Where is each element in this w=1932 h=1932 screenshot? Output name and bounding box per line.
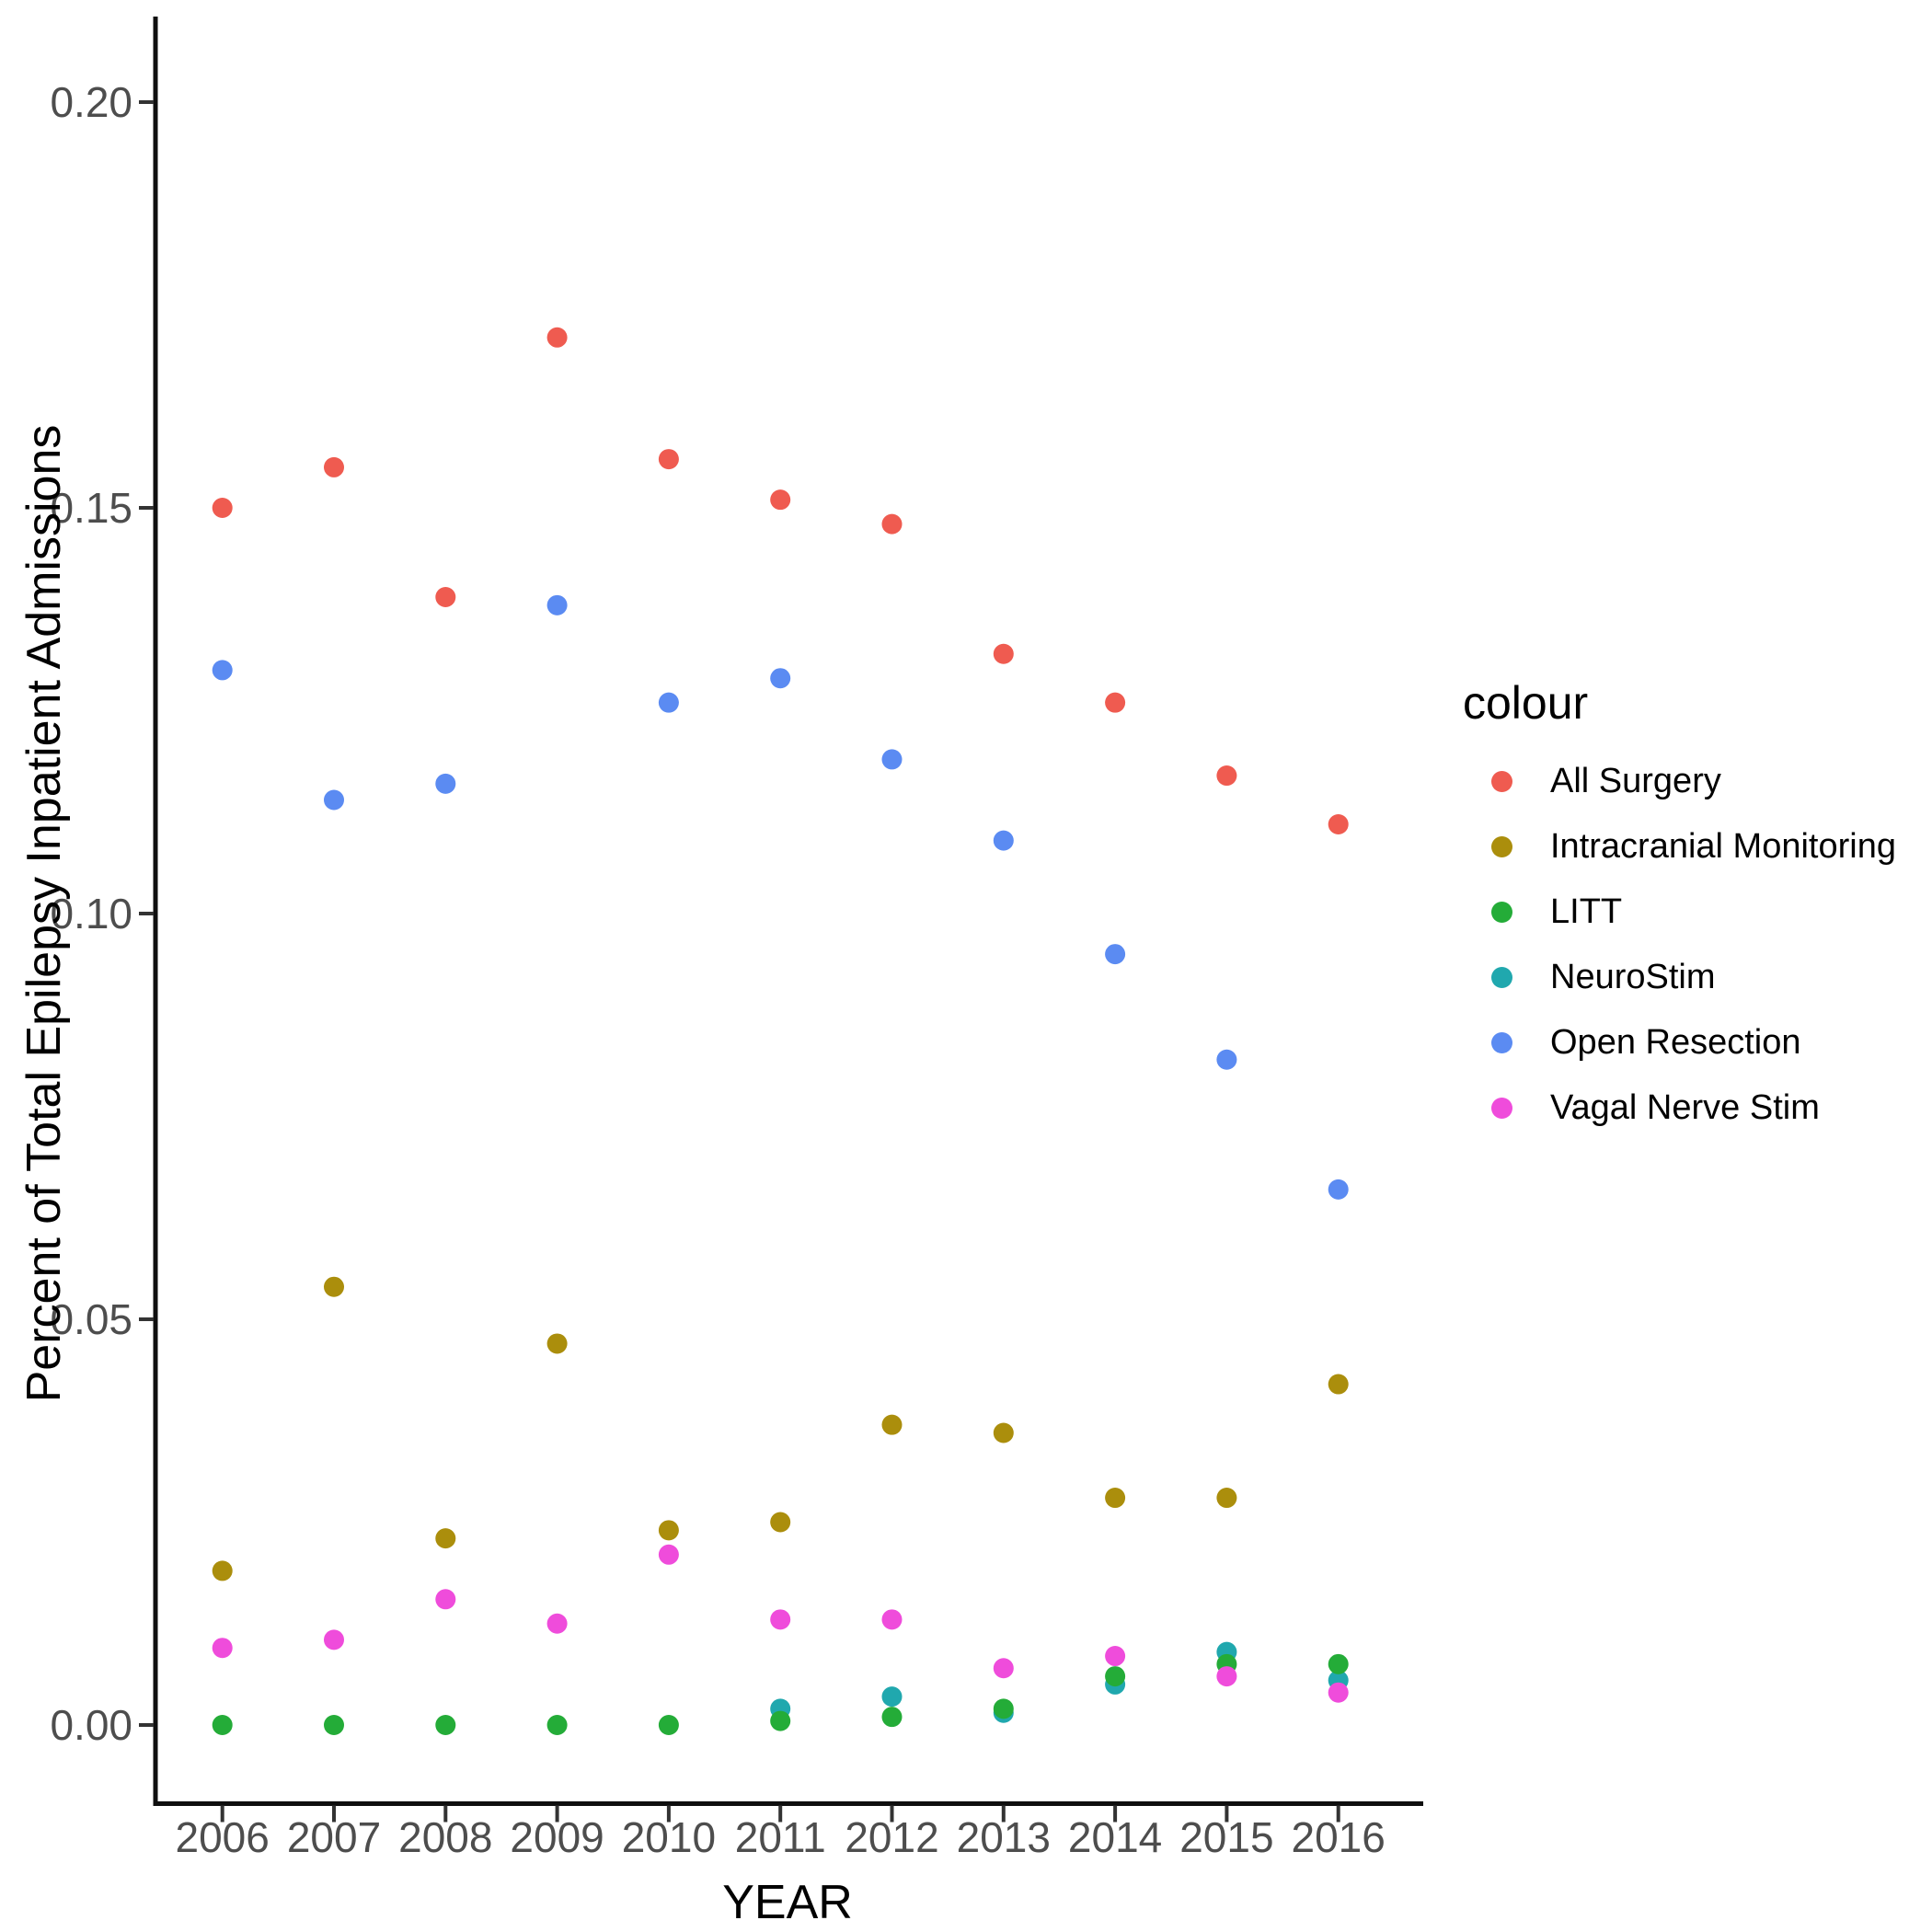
legend-swatch-vagal-nerve-stim <box>1491 1098 1512 1119</box>
point-vagal-nerve-stim-2011 <box>770 1609 791 1630</box>
point-open-resection-2006 <box>212 660 233 681</box>
point-litt-2007 <box>324 1715 344 1735</box>
point-open-resection-2010 <box>658 692 679 713</box>
point-open-resection-2008 <box>435 773 456 794</box>
point-intracranial-monitoring-2014 <box>1105 1488 1126 1509</box>
legend-item-intracranial-monitoring: Intracranial Monitoring <box>1463 814 1896 880</box>
legend-item-label: NeuroStim <box>1550 958 1716 996</box>
legend-item-label: Vagal Nerve Stim <box>1550 1088 1820 1127</box>
point-litt-2014 <box>1105 1666 1126 1687</box>
point-intracranial-monitoring-2016 <box>1328 1374 1349 1395</box>
point-vagal-nerve-stim-2008 <box>435 1589 456 1610</box>
y-tick-label: 0.00 <box>50 1701 132 1749</box>
legend-item-neurostim: NeuroStim <box>1463 945 1896 1010</box>
legend-item-all-surgery: All Surgery <box>1463 749 1896 814</box>
y-tick-label: 0.20 <box>50 78 132 126</box>
x-tick-label: 2009 <box>510 1813 604 1861</box>
legend-swatch-all-surgery <box>1491 771 1512 792</box>
y-tick-label: 0.05 <box>50 1295 132 1343</box>
point-vagal-nerve-stim-2007 <box>324 1629 344 1650</box>
point-litt-2013 <box>993 1698 1014 1719</box>
point-all-surgery-2008 <box>435 587 456 608</box>
point-open-resection-2015 <box>1216 1049 1237 1070</box>
point-vagal-nerve-stim-2015 <box>1216 1666 1237 1687</box>
point-intracranial-monitoring-2012 <box>881 1414 903 1435</box>
point-litt-2009 <box>546 1715 568 1735</box>
legend-swatch-open-resection <box>1491 1032 1512 1053</box>
point-open-resection-2013 <box>993 830 1014 851</box>
x-tick-label: 2012 <box>845 1813 938 1861</box>
point-vagal-nerve-stim-2014 <box>1105 1646 1126 1667</box>
point-all-surgery-2014 <box>1105 692 1126 713</box>
x-tick-label: 2015 <box>1179 1813 1273 1861</box>
y-tick-label: 0.15 <box>50 484 132 532</box>
point-litt-2006 <box>212 1715 233 1735</box>
point-vagal-nerve-stim-2009 <box>546 1613 568 1634</box>
point-intracranial-monitoring-2010 <box>658 1520 679 1541</box>
legend: colour All Surgery Intracranial Monitorin… <box>1463 677 1896 1141</box>
x-tick-label: 2016 <box>1292 1813 1386 1861</box>
point-vagal-nerve-stim-2012 <box>881 1609 903 1630</box>
legend-item-label: LITT <box>1550 892 1623 931</box>
point-intracranial-monitoring-2015 <box>1216 1488 1237 1509</box>
x-tick-label: 2010 <box>622 1813 716 1861</box>
point-all-surgery-2009 <box>546 327 568 348</box>
point-intracranial-monitoring-2007 <box>324 1276 344 1297</box>
legend-swatch-intracranial-monitoring <box>1491 836 1512 857</box>
x-axis-title: YEAR <box>722 1876 853 1929</box>
point-neurostim-2012 <box>881 1686 903 1708</box>
legend-item-label: Intracranial Monitoring <box>1550 827 1896 866</box>
x-tick-label: 2011 <box>735 1813 826 1861</box>
point-open-resection-2007 <box>324 789 344 811</box>
point-open-resection-2012 <box>881 749 903 770</box>
point-open-resection-2016 <box>1328 1179 1349 1200</box>
legend-swatch-neurostim <box>1491 967 1512 988</box>
point-vagal-nerve-stim-2013 <box>993 1658 1014 1679</box>
legend-item-label: All Surgery <box>1550 762 1721 800</box>
point-all-surgery-2011 <box>770 489 791 511</box>
point-all-surgery-2013 <box>993 643 1014 664</box>
point-all-surgery-2006 <box>212 498 233 518</box>
point-litt-2008 <box>435 1715 456 1735</box>
point-vagal-nerve-stim-2006 <box>212 1638 233 1659</box>
legend-item-vagal-nerve-stim: Vagal Nerve Stim <box>1463 1075 1896 1141</box>
point-vagal-nerve-stim-2010 <box>658 1544 679 1565</box>
point-intracranial-monitoring-2011 <box>770 1512 791 1533</box>
point-all-surgery-2015 <box>1216 765 1237 787</box>
point-intracranial-monitoring-2008 <box>435 1528 456 1549</box>
legend-item-open-resection: Open Resection <box>1463 1010 1896 1075</box>
legend-item-label: Open Resection <box>1550 1023 1801 1062</box>
point-intracranial-monitoring-2006 <box>212 1560 233 1581</box>
point-litt-2012 <box>881 1707 903 1728</box>
x-tick-label: 2014 <box>1068 1813 1162 1861</box>
point-litt-2016 <box>1328 1653 1349 1674</box>
point-open-resection-2009 <box>546 594 568 615</box>
point-all-surgery-2007 <box>324 456 344 477</box>
legend-title: colour <box>1463 677 1589 729</box>
point-all-surgery-2012 <box>881 513 903 535</box>
x-tick-label: 2006 <box>176 1813 270 1861</box>
point-litt-2010 <box>658 1715 679 1735</box>
x-tick-label: 2008 <box>398 1813 492 1861</box>
y-axis-title: Percent of Total Epilepsy Inpatient Admi… <box>17 424 71 1403</box>
x-tick-label: 2013 <box>957 1813 1051 1861</box>
y-tick-label: 0.10 <box>50 890 132 937</box>
point-intracranial-monitoring-2013 <box>993 1422 1014 1443</box>
point-intracranial-monitoring-2009 <box>546 1333 568 1354</box>
legend-swatch-litt <box>1491 902 1512 923</box>
point-litt-2011 <box>770 1710 791 1731</box>
point-all-surgery-2016 <box>1328 813 1349 834</box>
point-open-resection-2011 <box>770 668 791 689</box>
x-tick-label: 2007 <box>287 1813 381 1861</box>
point-vagal-nerve-stim-2016 <box>1328 1682 1349 1703</box>
legend-items: All Surgery Intracranial Monitoring LITT Ne… <box>1463 749 1896 1141</box>
legend-item-litt: LITT <box>1463 880 1896 945</box>
point-all-surgery-2010 <box>658 449 679 470</box>
point-open-resection-2014 <box>1105 944 1126 965</box>
